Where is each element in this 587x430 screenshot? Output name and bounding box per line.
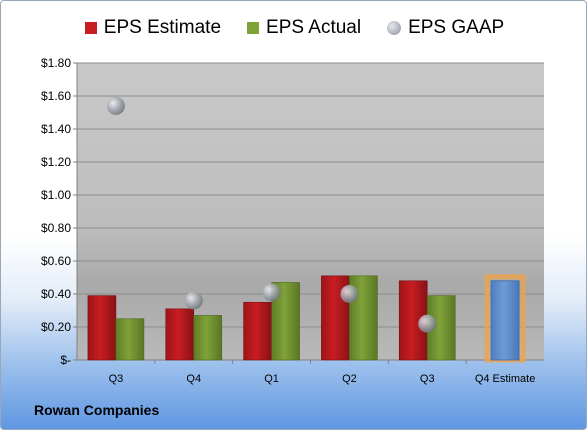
gaap-point <box>418 314 437 333</box>
x-tick-label: Q4 Estimate <box>475 373 536 385</box>
x-tick-label: Q3 <box>420 373 435 385</box>
y-tick-label: $1.00 <box>41 188 71 202</box>
y-tick-label: $- <box>60 353 71 367</box>
legend-item-gaap: EPS GAAP <box>387 17 504 39</box>
y-tick-label: $1.20 <box>41 155 71 169</box>
legend-swatch-actual <box>247 22 260 34</box>
gaap-point <box>340 285 359 303</box>
gaap-point <box>106 96 125 115</box>
x-tick-label: Q1 <box>264 373 279 385</box>
y-tick-label: $1.80 <box>41 56 71 70</box>
x-tick-label: Q2 <box>342 373 357 385</box>
bar-actual <box>193 315 223 361</box>
legend-swatch-gaap <box>387 21 402 35</box>
gaap-point <box>184 291 203 310</box>
bar-estimate <box>243 301 272 361</box>
y-tick-label: $0.20 <box>41 320 71 334</box>
legend-item-estimate: EPS Estimate <box>84 17 222 39</box>
y-tick-label: $0.60 <box>41 254 71 268</box>
y-tick-label: $0.40 <box>41 287 71 301</box>
plot-area <box>77 63 544 360</box>
chart-legend: EPS Estimate EPS Actual EPS GAAP <box>1 17 586 39</box>
y-tick-label: $1.40 <box>41 122 71 136</box>
y-tick-label: $0.80 <box>41 221 71 235</box>
bar-actual <box>115 318 145 361</box>
y-tick-label: $1.60 <box>41 89 71 103</box>
bar-estimate <box>87 295 117 361</box>
company-name: Rowan Companies <box>34 402 160 418</box>
legend-label-actual: EPS Actual <box>266 17 362 38</box>
x-tick-label: Q3 <box>109 373 124 385</box>
x-tick-label: Q4 <box>186 373 201 385</box>
bar-estimate <box>165 308 195 361</box>
legend-label-gaap: EPS GAAP <box>408 17 505 38</box>
legend-item-actual: EPS Actual <box>247 17 361 39</box>
legend-swatch-estimate <box>84 22 97 34</box>
bar-q4-estimate <box>490 280 520 361</box>
gaap-point <box>262 283 281 302</box>
legend-label-estimate: EPS Estimate <box>103 17 222 38</box>
